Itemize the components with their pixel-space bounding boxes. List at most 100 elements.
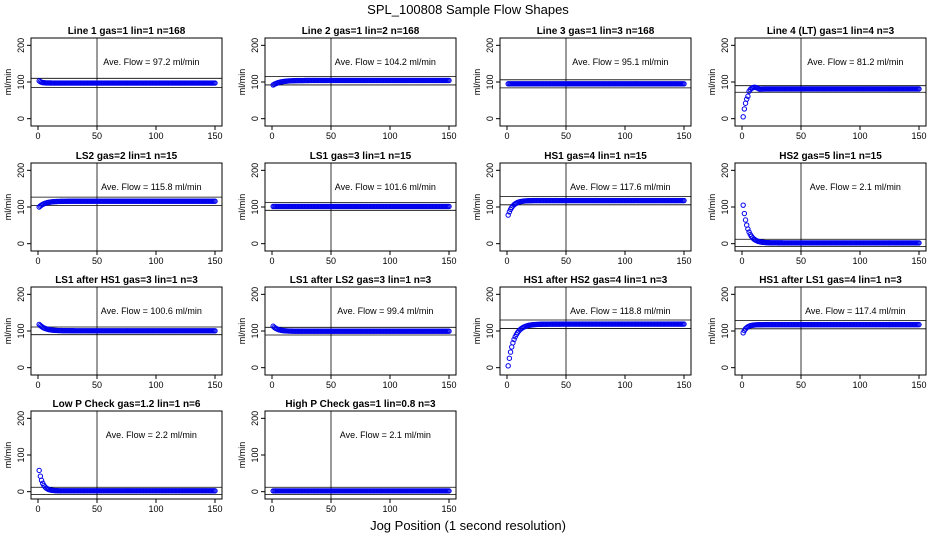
- panel-14: High P Check gas=1 lin=0.8 n=3 0 50 100 150 0…: [237, 399, 457, 514]
- y-tick-label: 200: [720, 287, 730, 302]
- y-axis-label: ml/min: [237, 69, 247, 96]
- x-tick-label: 0: [35, 131, 40, 141]
- x-tick-label: 150: [911, 256, 926, 266]
- data-point: [916, 86, 922, 92]
- panel-title: HS1 after LS1 gas=4 lin=1 n=3: [759, 275, 902, 286]
- x-tick-label: 100: [617, 131, 632, 141]
- x-tick-label: 0: [504, 380, 509, 390]
- data-point: [916, 321, 922, 328]
- x-tick-label: 100: [382, 131, 397, 141]
- panel-title: HS2 gas=5 lin=1 n=15: [779, 151, 882, 162]
- y-tick-label: 200: [16, 163, 26, 178]
- x-tick-label: 150: [676, 131, 691, 141]
- data-point: [446, 488, 452, 494]
- panel-title: Low P Check gas=1.2 lin=1 n=6: [53, 399, 201, 410]
- average-flow-annotation: Ave. Flow = 115.8 ml/min: [101, 182, 201, 192]
- y-tick-label: 200: [16, 287, 26, 302]
- data-point: [511, 336, 517, 343]
- data-points: [740, 202, 922, 246]
- panel-12: HS1 after LS1 gas=4 lin=1 n=3 0 50 100 150 0 1…: [707, 275, 927, 390]
- y-tick-label: 0: [720, 365, 730, 370]
- data-point: [745, 226, 751, 232]
- y-tick-label: 0: [485, 241, 495, 246]
- x-tick-label: 50: [326, 256, 336, 266]
- data-point: [740, 114, 746, 120]
- panel-10: LS1 after LS2 gas=3 lin=1 n=3 0 50 100 150 0 1…: [237, 275, 457, 390]
- x-tick-label: 50: [92, 380, 102, 390]
- y-tick-label: 100: [720, 74, 730, 89]
- y-tick-label: 0: [485, 365, 495, 370]
- data-point: [741, 210, 748, 217]
- x-tick-label: 0: [504, 256, 509, 266]
- y-tick-label: 100: [250, 74, 260, 89]
- y-tick-label: 200: [250, 38, 260, 53]
- y-axis-label: ml/min: [3, 194, 13, 221]
- y-tick-label: 100: [16, 74, 26, 89]
- y-tick-label: 100: [16, 323, 26, 338]
- y-tick-label: 0: [250, 241, 260, 246]
- y-axis-label: ml/min: [472, 318, 482, 345]
- data-points: [505, 321, 687, 369]
- x-tick-label: 100: [617, 380, 632, 390]
- plot-frame: [30, 410, 223, 500]
- y-tick-label: 100: [250, 199, 260, 214]
- average-flow-annotation: Ave. Flow = 100.6 ml/min: [101, 306, 202, 316]
- x-tick-label: 100: [148, 256, 163, 266]
- x-tick-label: 100: [382, 380, 397, 390]
- x-tick-label: 100: [148, 380, 163, 390]
- x-tick-label: 150: [207, 504, 222, 514]
- y-axis-label: ml/min: [237, 318, 247, 345]
- x-tick-label: 100: [852, 131, 867, 141]
- y-tick-label: 0: [720, 116, 730, 121]
- y-axis-label: ml/min: [707, 69, 717, 96]
- x-tick-label: 100: [852, 256, 867, 266]
- data-points: [270, 77, 452, 88]
- x-tick-label: 50: [561, 380, 571, 390]
- x-tick-label: 50: [92, 131, 102, 141]
- x-tick-label: 150: [441, 131, 456, 141]
- y-tick-label: 200: [485, 163, 495, 178]
- average-flow-annotation: Ave. Flow = 99.4 ml/min: [337, 306, 433, 316]
- data-points: [270, 488, 452, 494]
- y-tick-label: 200: [16, 411, 26, 426]
- plot-frame: [30, 162, 223, 252]
- average-flow-annotation: Ave. Flow = 104.2 ml/min: [335, 57, 436, 67]
- panel-title: LS1 after HS1 gas=3 lin=1 n=3: [55, 275, 198, 286]
- y-tick-label: 0: [250, 489, 260, 494]
- data-point: [212, 198, 218, 204]
- x-tick-label: 100: [148, 131, 163, 141]
- figure-x-axis-label: Jog Position (1 second resolution): [370, 518, 566, 533]
- panel-title: LS1 gas=3 lin=1 n=15: [310, 151, 412, 162]
- data-point: [742, 217, 749, 223]
- y-axis-label: ml/min: [707, 318, 717, 345]
- data-point: [681, 81, 687, 87]
- y-tick-label: 100: [485, 74, 495, 89]
- x-tick-label: 150: [676, 256, 691, 266]
- average-flow-annotation: Ave. Flow = 2.1 ml/min: [810, 182, 901, 192]
- data-points: [36, 321, 218, 334]
- plot-frame: [264, 410, 457, 500]
- data-points: [740, 84, 922, 120]
- panel-8: HS2 gas=5 lin=1 n=15 0 50 100 150 0 100 200 ml/m…: [707, 151, 927, 266]
- panel-5: LS2 gas=2 lin=1 n=15 0 50 100 150 0 100 200 ml/m…: [3, 151, 223, 266]
- panel-6: LS1 gas=3 lin=1 n=15 0 50 100 150 0 100 200 ml/m…: [237, 151, 457, 266]
- y-tick-label: 200: [250, 163, 260, 178]
- data-point: [741, 106, 748, 112]
- y-tick-label: 0: [485, 116, 495, 121]
- y-tick-label: 0: [16, 116, 26, 121]
- x-tick-label: 150: [911, 131, 926, 141]
- x-tick-label: 0: [739, 256, 744, 266]
- y-tick-label: 100: [250, 323, 260, 338]
- y-tick-label: 200: [720, 38, 730, 53]
- x-tick-label: 100: [852, 380, 867, 390]
- average-flow-annotation: Ave. Flow = 117.4 ml/min: [805, 306, 905, 316]
- data-point: [745, 93, 751, 99]
- x-tick-label: 0: [269, 131, 274, 141]
- data-point: [506, 355, 513, 361]
- x-tick-label: 50: [796, 380, 806, 390]
- x-tick-label: 50: [92, 504, 102, 514]
- y-tick-label: 200: [485, 38, 495, 53]
- panel-13: Low P Check gas=1.2 lin=1 n=6 0 50 100 150 0 1…: [3, 399, 223, 514]
- y-tick-label: 200: [16, 38, 26, 53]
